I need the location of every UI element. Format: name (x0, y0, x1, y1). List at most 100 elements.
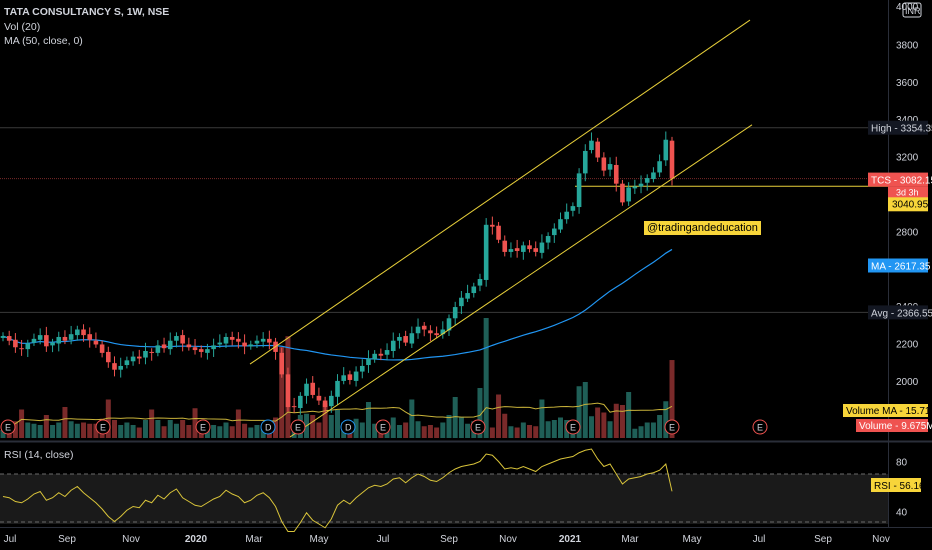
event-marker (340, 419, 356, 435)
volume-bar (638, 426, 644, 438)
volume-bar (124, 422, 130, 438)
candle-body (298, 395, 303, 409)
volume-bar (558, 417, 563, 438)
volume-bar (56, 422, 62, 438)
candle-body (211, 345, 216, 350)
volume-bar (155, 420, 161, 438)
time-tick: Sep (58, 534, 76, 545)
candle-body (446, 318, 452, 331)
volume-bar (427, 425, 433, 438)
event-marker (565, 419, 581, 435)
high-label: High - 3354.35 (871, 124, 932, 135)
event-marker (95, 419, 111, 435)
candle-body (576, 173, 582, 208)
volume-bar (365, 402, 371, 438)
candle-body (279, 352, 285, 375)
event-marker-label: E (380, 423, 386, 433)
volume-bar (626, 392, 632, 438)
candle-body (390, 340, 396, 351)
symbol-legend[interactable]: TATA CONSULTANCY S, 1W, NSE (4, 6, 170, 18)
candle-body (329, 395, 334, 407)
candle-body (483, 224, 489, 280)
candle-body (143, 351, 148, 358)
volume-bar (248, 427, 254, 438)
candle-body (254, 340, 260, 344)
candle-body (403, 336, 408, 343)
candle-body (223, 336, 229, 344)
candle-body (347, 374, 353, 380)
volume-bar (527, 425, 533, 438)
avg-label: Avg - 2366.55 (871, 308, 932, 319)
candle-body (502, 240, 508, 252)
candle-body (514, 248, 520, 251)
candle-body (397, 336, 402, 341)
candle-body (421, 325, 427, 330)
volume-bar (483, 318, 489, 438)
volume-bar (12, 421, 18, 438)
volume-bar (669, 360, 675, 438)
volume-bar (229, 426, 235, 438)
volume-bar (551, 420, 557, 438)
event-marker-label: E (669, 423, 675, 433)
countdown-label: 3d 3h (896, 188, 919, 198)
price-tick: 3600 (896, 78, 919, 89)
candle-body (353, 371, 359, 381)
candle-body (174, 336, 179, 341)
volume-bar (607, 421, 613, 438)
candle-body (545, 236, 551, 243)
volume-legend[interactable]: Vol (20) (4, 21, 41, 33)
volume-bar (440, 422, 446, 438)
volume-bar (62, 407, 68, 438)
candle-body (186, 344, 192, 348)
ma-label-bg (868, 258, 928, 273)
volume-bar (273, 417, 279, 438)
volume-bar (316, 422, 322, 438)
event-marker-label: D (345, 423, 352, 433)
candle-body (533, 248, 539, 252)
support-label-bg (888, 197, 928, 212)
volume-bar (50, 425, 56, 438)
volume-bar (489, 427, 495, 438)
candle-body (521, 245, 526, 252)
candle-body (87, 334, 93, 340)
candle-body (6, 336, 12, 341)
volume-bar (458, 417, 464, 438)
volume-bar (167, 420, 173, 438)
volume-bar (242, 423, 248, 438)
event-marker-label: E (295, 423, 301, 433)
currency-label: INR (905, 6, 921, 16)
rsi-value-bg (871, 478, 921, 492)
candle-body (552, 228, 557, 236)
volume-bar (582, 382, 588, 438)
volume-bar (465, 423, 471, 438)
volume-bar (328, 415, 334, 438)
candle-body (477, 279, 483, 286)
candle-body (118, 365, 123, 370)
event-marker-future (752, 419, 768, 435)
candle-body (632, 186, 638, 189)
volume-bar (415, 421, 421, 438)
candle-body (359, 365, 365, 372)
volume-bar (180, 420, 186, 438)
volume-bar (390, 417, 396, 438)
candle-body (75, 329, 80, 336)
time-tick: Nov (872, 534, 890, 545)
channel-lower-line (289, 124, 753, 438)
ma-legend[interactable]: MA (50, close, 0) (4, 35, 83, 47)
candle-body (613, 164, 619, 184)
volume-bar (186, 425, 192, 438)
candle-body (496, 225, 501, 240)
volume-bar (434, 427, 440, 438)
event-marker-label: E (757, 423, 763, 433)
time-tick: Jul (753, 534, 766, 545)
volume-ma-line (2, 402, 673, 430)
time-tick: Sep (814, 534, 832, 545)
candle-body (657, 161, 662, 173)
volume-bar (372, 423, 378, 438)
avg-label-bg (868, 305, 928, 320)
price-tick: 3800 (896, 40, 919, 51)
candle-body (452, 307, 458, 319)
rsi-legend[interactable]: RSI (14, close) (4, 449, 74, 461)
price-tick: 2200 (896, 340, 919, 351)
